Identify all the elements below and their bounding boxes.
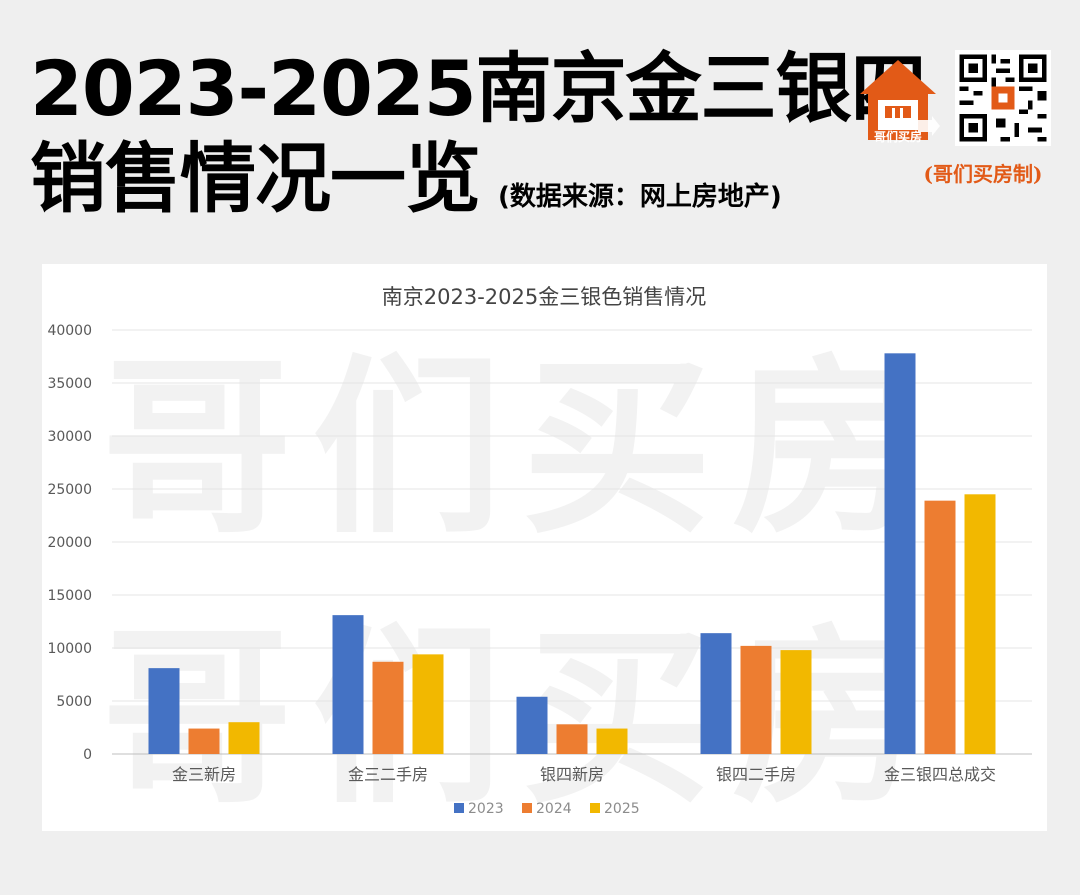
x-tick-label: 金三二手房 — [348, 765, 428, 784]
chart-title: 南京2023-2025金三银色销售情况 — [382, 285, 706, 309]
x-tick-label: 金三银四总成交 — [884, 765, 996, 784]
bar-2025 — [412, 654, 444, 754]
bar-2023 — [332, 615, 364, 754]
y-tick-label: 0 — [83, 747, 92, 763]
bar-2025 — [964, 494, 996, 754]
y-tick-label: 35000 — [47, 376, 92, 392]
x-tick-label: 银四二手房 — [716, 765, 796, 784]
bar-2024 — [740, 645, 772, 754]
headline-line-2-row: 销售情况一览 (数据来源：网上房地产) — [30, 134, 926, 242]
legend-swatch-2024 — [522, 803, 532, 813]
bar-2025 — [596, 728, 628, 754]
bar-2024 — [372, 661, 404, 754]
y-tick-label: 15000 — [47, 588, 92, 604]
bar-2024 — [556, 724, 588, 754]
y-tick-label: 10000 — [47, 641, 92, 657]
y-tick-label: 20000 — [47, 535, 92, 551]
y-tick-label: 25000 — [47, 482, 92, 498]
legend-swatch-2025 — [590, 803, 600, 813]
headline: 2023-2025南京金三银四 销售情况一览 (数据来源：网上房地产) — [30, 44, 927, 242]
x-tick-label: 银四新房 — [540, 765, 604, 784]
y-tick-label: 40000 — [47, 323, 92, 339]
bar-2024 — [924, 500, 956, 754]
logo-label: 哥们买房 — [873, 130, 922, 144]
bar-chart: 南京2023-2025金三银色销售情况 0 5000 10000 15000 20000… — [47, 285, 1032, 817]
bar-2023 — [700, 633, 732, 754]
house-logo-icon — [860, 60, 940, 140]
legend-label-2023: 2023 — [468, 801, 504, 817]
legend-label-2024: 2024 — [536, 801, 572, 817]
legend-swatch-2023 — [454, 803, 464, 813]
y-tick-label: 5000 — [56, 694, 92, 710]
bar-2023 — [148, 668, 180, 754]
bar-2025 — [228, 722, 260, 754]
bar-2024 — [188, 728, 220, 754]
qr-code-icon[interactable] — [955, 50, 1051, 146]
headline-line-1: 2023-2025南京金三银四 — [30, 44, 927, 133]
bar-2023 — [884, 353, 916, 754]
chart-card: 哥们买房 哥们买房 南京2023-2025金三银色销售情况 0500010000… — [42, 264, 1047, 831]
y-tick-label: 30000 — [47, 429, 92, 445]
x-tick-label: 金三新房 — [172, 765, 236, 784]
data-source: (数据来源：网上房地产) — [498, 182, 782, 212]
headline-line-2: 销售情况一览 — [30, 134, 481, 223]
legend-label-2025: 2025 — [604, 801, 640, 817]
bar-2025 — [780, 650, 812, 754]
brand-note: (哥们买房制) — [923, 162, 1043, 186]
bar-2023 — [516, 696, 548, 754]
